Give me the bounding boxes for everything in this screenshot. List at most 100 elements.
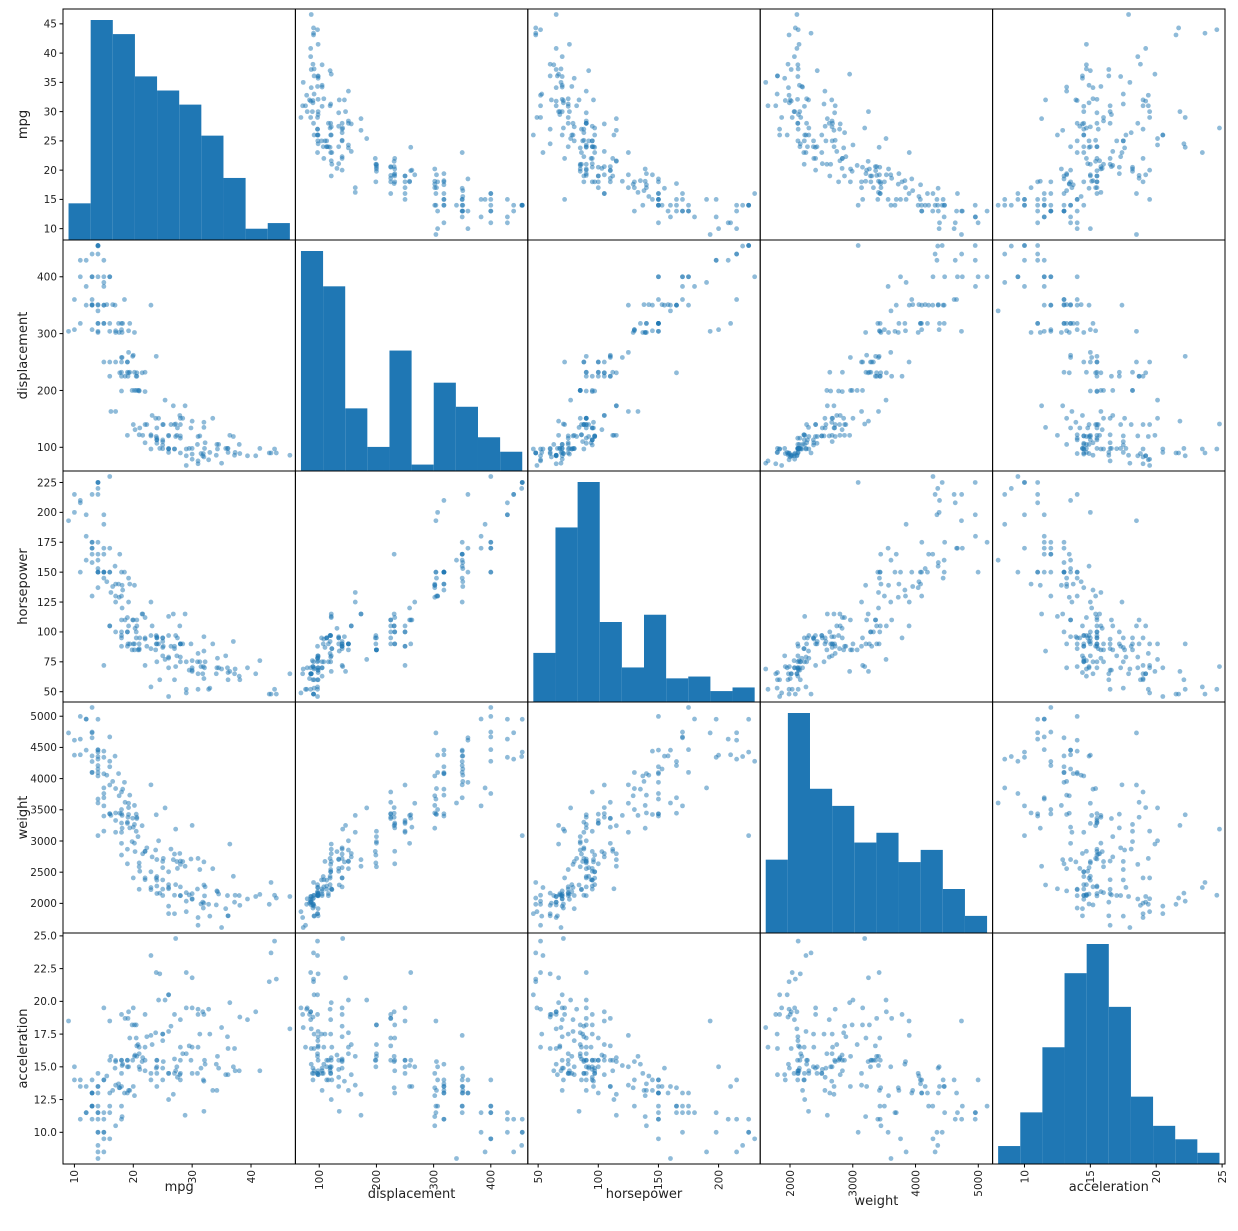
scatter-point xyxy=(849,388,855,393)
scatter-point xyxy=(142,663,148,668)
scatter-point xyxy=(339,639,345,644)
scatter-point xyxy=(183,446,189,452)
scatter-point xyxy=(795,450,801,456)
scatter-point xyxy=(930,1136,936,1142)
scatter-point xyxy=(315,1068,321,1074)
scatter-point xyxy=(551,442,557,447)
scatter-point xyxy=(1177,822,1183,828)
scatter-point xyxy=(777,132,783,138)
scatter-point xyxy=(1120,101,1126,107)
scatter-point xyxy=(934,196,940,202)
scatter-point xyxy=(157,677,163,683)
scatter-point xyxy=(860,1005,866,1011)
scatter-point xyxy=(160,1038,166,1044)
scatter-point xyxy=(579,1077,584,1083)
scatter-point xyxy=(860,388,865,393)
scatter-point xyxy=(140,432,146,438)
scatter-point xyxy=(95,1090,101,1096)
scatter-point xyxy=(195,442,200,447)
scatter-point xyxy=(72,1077,77,1083)
scatter-point xyxy=(1074,887,1080,893)
scatter-point xyxy=(613,851,619,857)
scatter-point xyxy=(668,747,673,753)
scatter-point xyxy=(860,1022,865,1028)
scatter-point xyxy=(142,615,148,620)
scatter-point xyxy=(478,196,484,202)
scatter-point xyxy=(1098,590,1104,595)
scatter-point xyxy=(868,359,873,365)
scatter-point xyxy=(434,1059,439,1064)
scatter-point xyxy=(432,803,438,808)
scatter-point xyxy=(832,641,838,647)
scatter-point xyxy=(195,1044,201,1050)
scatter-point xyxy=(207,913,213,919)
scatter-point xyxy=(935,563,941,569)
scatter-point xyxy=(1077,425,1083,431)
scatter-point xyxy=(659,202,665,208)
x-tick-label: 4000 xyxy=(910,1170,922,1197)
scatter-point xyxy=(1060,127,1066,133)
scatter-point xyxy=(154,634,160,640)
scatter-point xyxy=(876,605,881,611)
scatter-point xyxy=(364,997,370,1003)
scatter-point xyxy=(1041,274,1047,280)
scatter-point xyxy=(1094,635,1100,641)
scatter-point xyxy=(432,773,438,779)
scatter-point xyxy=(340,936,346,941)
scatter-point xyxy=(607,1084,613,1089)
scatter-point xyxy=(72,737,77,743)
scatter-point xyxy=(441,1061,447,1067)
scatter-point xyxy=(435,226,441,232)
scatter-point xyxy=(308,54,314,60)
scatter-point xyxy=(1120,877,1126,883)
scatter-point xyxy=(642,1114,648,1119)
scatter-point xyxy=(166,903,172,909)
scatter-point xyxy=(841,647,847,653)
scatter-point xyxy=(1160,903,1166,909)
scatter-point xyxy=(777,126,782,132)
cell-mpg-vs-displacement xyxy=(294,8,529,241)
scatter-point xyxy=(237,451,243,456)
scatter-point xyxy=(432,585,438,591)
scatter-point xyxy=(553,1046,559,1051)
scatter-point xyxy=(1055,886,1060,892)
scatter-point xyxy=(1152,668,1158,674)
scatter-point xyxy=(650,196,655,202)
scatter-point xyxy=(668,1084,673,1089)
scatter-point xyxy=(906,359,912,365)
scatter-point xyxy=(130,352,136,358)
scatter-point xyxy=(865,1059,871,1064)
scatter-point xyxy=(892,328,898,334)
scatter-point xyxy=(129,388,135,393)
scatter-point xyxy=(126,800,131,806)
scatter-point xyxy=(1078,579,1084,585)
scatter-point xyxy=(200,905,206,911)
scatter-point xyxy=(656,714,661,719)
scatter-point xyxy=(791,109,797,115)
scatter-point xyxy=(836,179,841,185)
scatter-point xyxy=(1043,425,1048,430)
scatter-point xyxy=(1176,895,1182,901)
scatter-point xyxy=(339,1034,345,1040)
scatter-point xyxy=(1035,730,1041,736)
scatter-point xyxy=(372,849,378,854)
scatter-point xyxy=(407,178,412,184)
scatter-point xyxy=(1140,454,1146,460)
scatter-point xyxy=(716,226,721,232)
scatter-point xyxy=(1068,320,1073,326)
scatter-point xyxy=(1145,651,1151,656)
scatter-point xyxy=(1066,793,1072,799)
scatter-point xyxy=(441,202,447,208)
scatter-point xyxy=(95,551,101,557)
scatter-point xyxy=(930,1103,936,1109)
scatter-point xyxy=(148,633,154,638)
scatter-point xyxy=(1123,132,1129,138)
scatter-point xyxy=(89,274,95,280)
scatter-point xyxy=(519,833,525,839)
scatter-point xyxy=(728,1084,734,1089)
scatter-point xyxy=(951,492,957,497)
scatter-point xyxy=(77,736,83,742)
scatter-point xyxy=(1147,422,1153,427)
scatter-point xyxy=(374,828,379,834)
scatter-point xyxy=(975,274,981,280)
